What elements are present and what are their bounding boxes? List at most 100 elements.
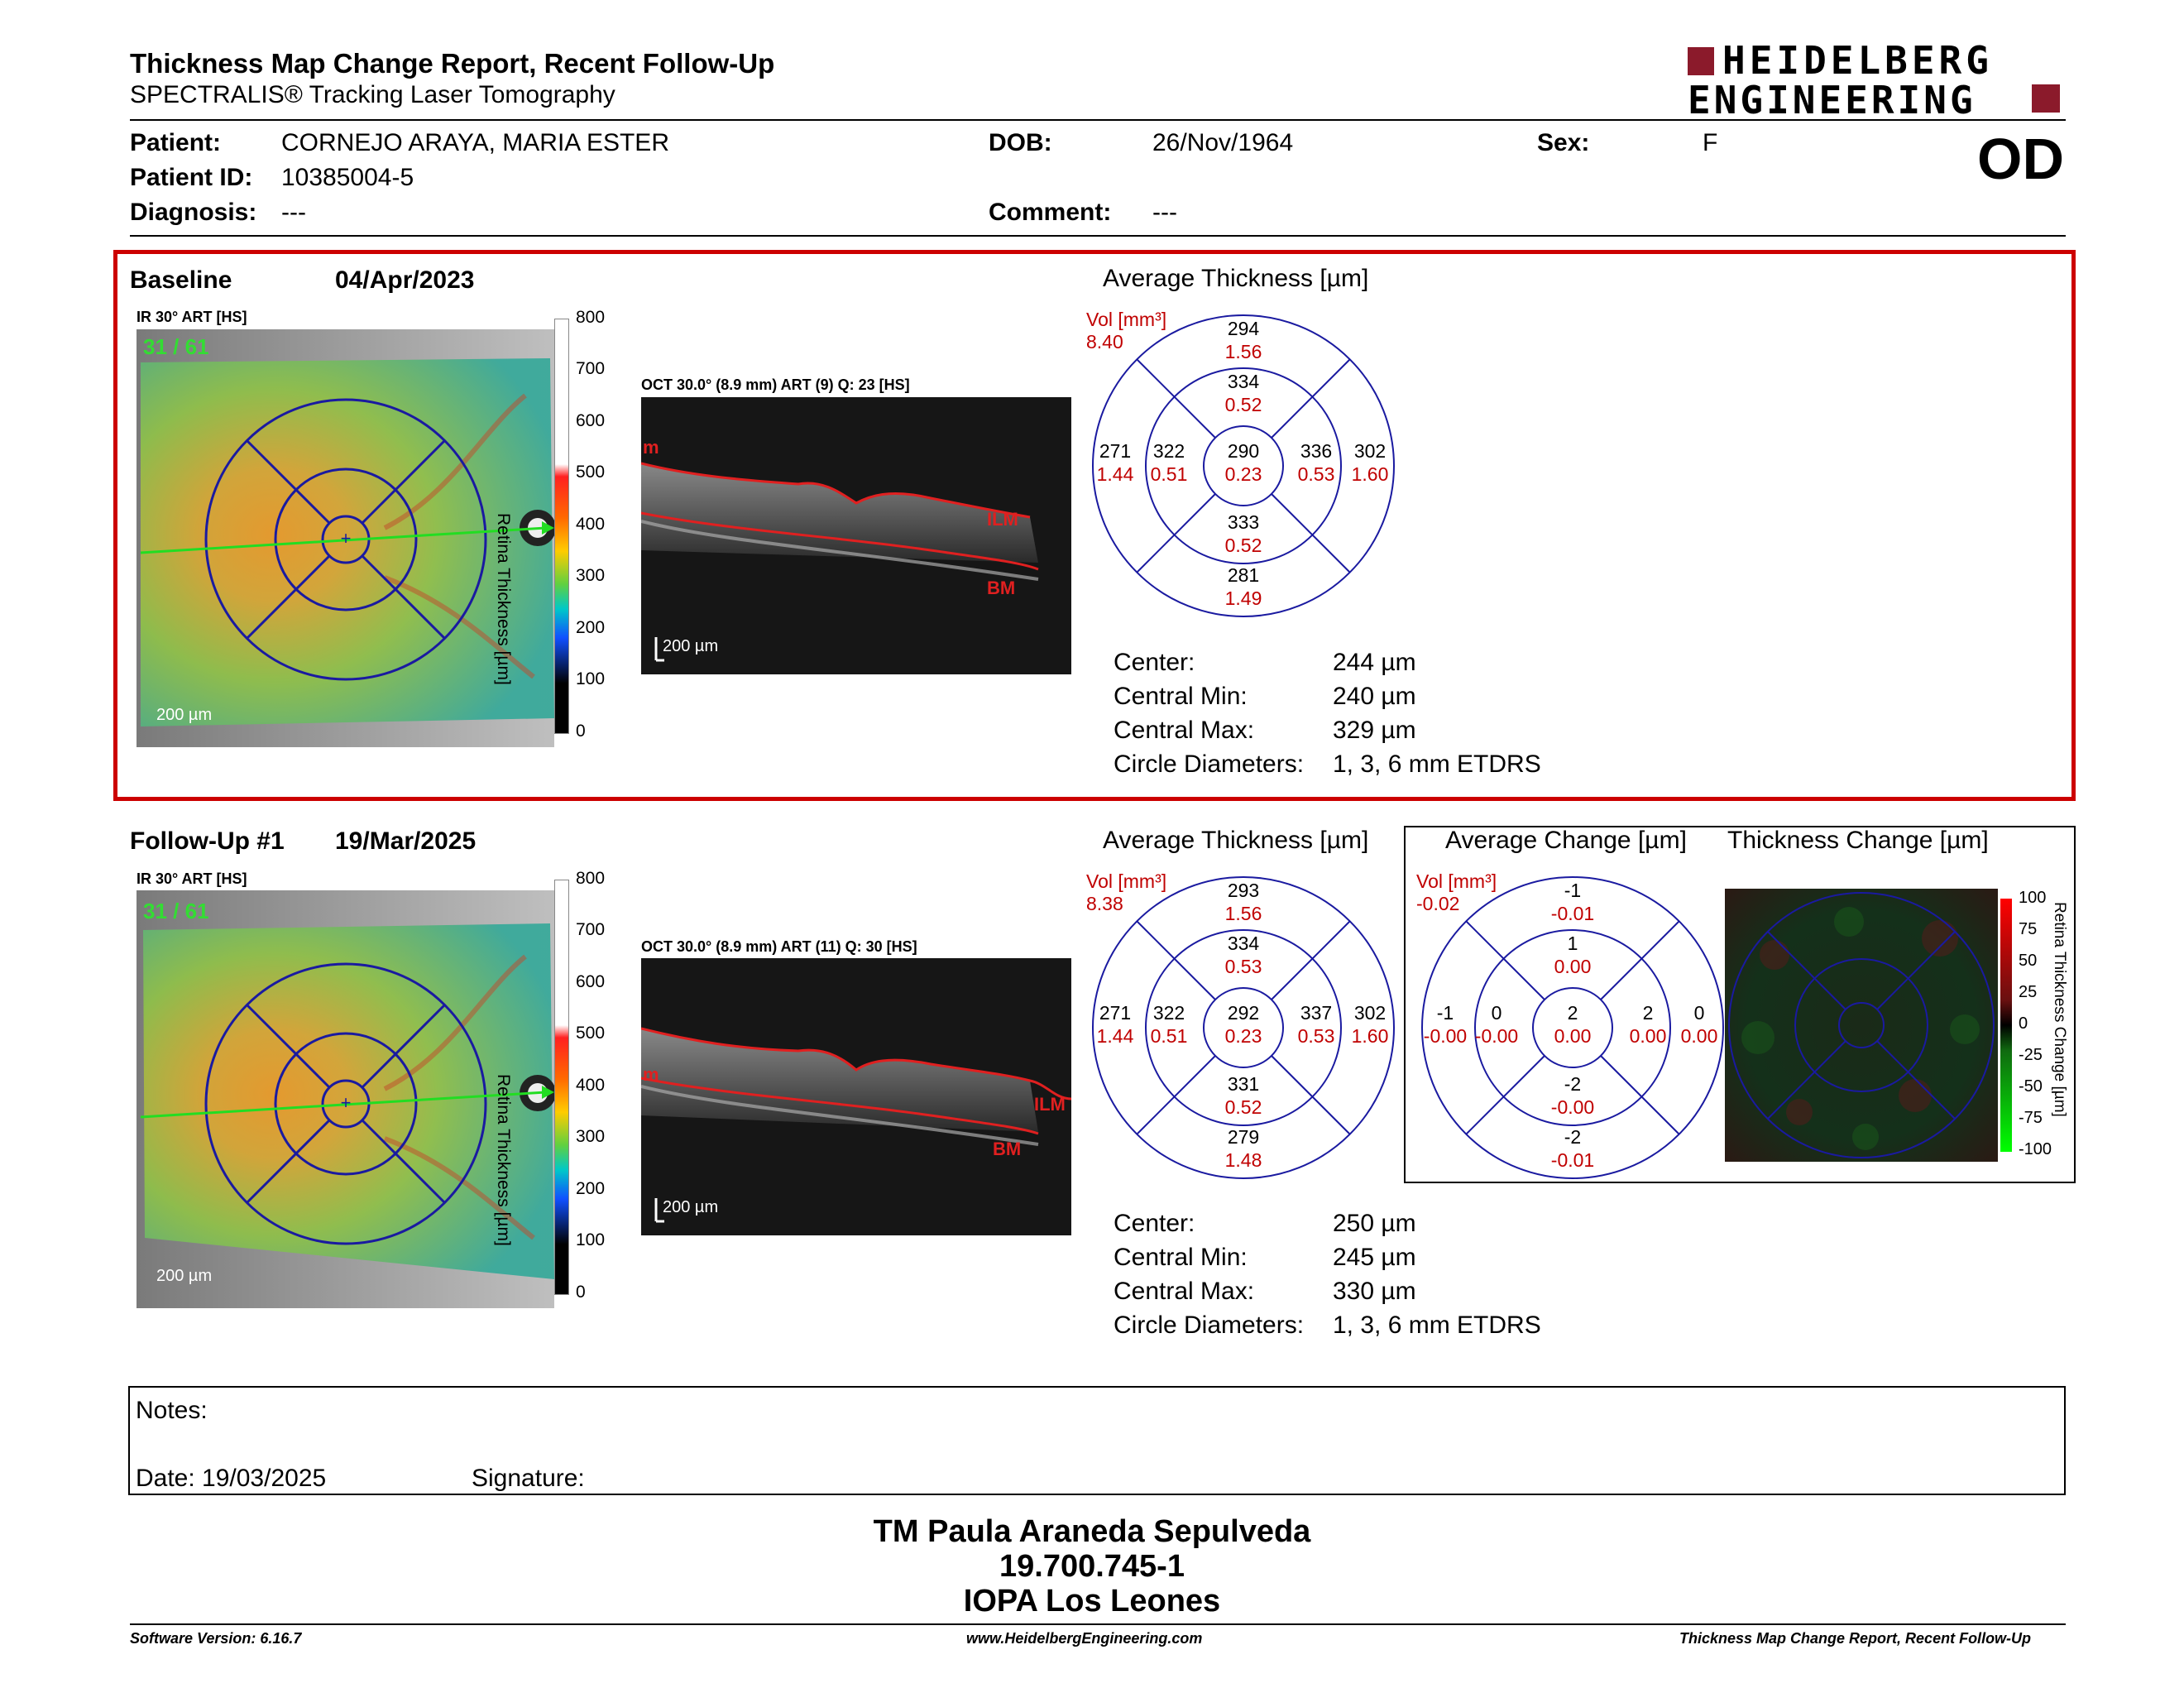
patient-label: Patient: [130,129,222,156]
followup-oct-image: m ILM BM 200 µm [641,958,1071,1235]
followup-grid-values: 293 1.56 334 0.53 271 1.44 322 0.51 292 … [1090,875,1396,1181]
cb-tick: 200 [576,1179,606,1198]
patient-id-label: Patient ID: [130,164,253,191]
nas-outer-volume: 1.60 [1351,1025,1389,1047]
change-etdrs-grid [1421,876,1724,1179]
nas-inner-thickness: 337 [1300,1002,1333,1024]
stat-label: Center: [1114,1210,1195,1237]
dob-value: 26/Nov/1964 [1152,129,1294,156]
website-link[interactable]: www.HeidelbergEngineering.com [966,1630,1203,1647]
signoff-name: TM Paula Araneda Sepulveda [873,1514,1311,1549]
temp-outer-vol-change: -0.00 [1423,1025,1468,1047]
cb-tick: 0 [576,722,586,741]
inf-inner-change: -2 [1564,1073,1582,1095]
inf-inner-vol-change: -0.00 [1550,1096,1595,1118]
nas-inner-thickness: 336 [1300,440,1333,462]
baseline-oct-ilm: ILM [987,509,1018,530]
temp-inner-change: 0 [1491,1002,1502,1024]
followup-colorbar-title: Retina Thickness [µm] [494,1074,513,1246]
cb-tick: -25 [2019,1046,2043,1064]
change-grid-values: -1 -0.01 1 0.00 -1 -0.00 0 -0.00 2 0.00 … [1420,875,1726,1181]
signoff-org: IOPA Los Leones [963,1584,1221,1618]
baseline-oct-bm: BM [987,578,1016,598]
cb-tick: 50 [2019,952,2038,970]
stat-value: 245 µm [1333,1244,1416,1271]
inf-inner-volume: 0.52 [1224,535,1262,556]
sup-outer-volume: 1.56 [1224,903,1262,924]
cb-tick: -50 [2019,1077,2043,1096]
followup-oct-label: OCT 30.0° (8.9 mm) ART (11) Q: 30 [HS] [641,938,917,955]
signoff-block: TM Paula Araneda Sepulveda 19.700.745-1 … [678,1514,1506,1618]
stat-label: Central Min: [1114,683,1248,710]
inf-outer-volume: 1.48 [1224,1149,1262,1171]
inf-outer-thickness: 279 [1227,1126,1260,1148]
svg-text:+: + [341,1092,352,1113]
patient-value: CORNEJO ARAYA, MARIA ESTER [281,129,669,156]
sex-value: F [1703,129,1718,156]
center-volume: 0.23 [1224,1025,1262,1047]
cb-tick: 600 [576,972,606,991]
cb-tick: 25 [2019,983,2038,1001]
sup-inner-vol-change: 0.00 [1554,956,1592,977]
followup-counter: 31 / 61 [143,899,209,923]
notes-box[interactable] [128,1386,2066,1495]
stat-label: Central Max: [1114,1278,1255,1305]
baseline-fundus-svg: + [136,329,554,747]
stat-value: 244 µm [1333,649,1416,676]
cb-tick: 100 [2019,889,2047,907]
baseline-avg-title: Average Thickness [µm] [1103,265,1369,292]
cb-tick: 400 [576,1076,606,1095]
temp-inner-thickness: 322 [1152,440,1185,462]
stat-value: 250 µm [1333,1210,1416,1237]
stat-label: Circle Diameters: [1114,750,1305,778]
nas-inner-volume: 0.53 [1297,1025,1335,1047]
inf-outer-volume: 1.49 [1224,587,1262,609]
followup-fundus-image: + 31 / 61 200 µm [136,890,554,1308]
change-title: Average Change [µm] [1445,827,1687,854]
baseline-oct-label: OCT 30.0° (8.9 mm) ART (9) Q: 23 [HS] [641,376,910,393]
followup-oct-svg [641,1027,1071,1223]
cb-tick: -100 [2019,1140,2052,1158]
baseline-ir-label: IR 30° ART [HS] [136,309,247,325]
baseline-vol-value: 8.40 [1086,331,1123,352]
followup-oct-scalebar: 200 µm [663,1198,719,1216]
thickness-change-map [1725,889,1998,1162]
cb-tick: 0 [2019,1014,2028,1033]
baseline-colorbar-title: Retina Thickness [µm] [494,513,513,685]
footer-report-name: Thickness Map Change Report, Recent Foll… [1679,1630,2032,1647]
center-thickness: 292 [1227,1002,1260,1024]
stat-label: Central Min: [1114,1244,1248,1271]
temp-outer-volume: 1.44 [1096,1025,1134,1047]
nas-outer-thickness: 302 [1353,440,1387,462]
inf-inner-thickness: 331 [1227,1073,1260,1095]
baseline-oct-m: m [643,437,659,458]
baseline-vol-label: Vol [mm³] [1086,309,1167,330]
nas-inner-vol-change: 0.00 [1629,1025,1667,1047]
temp-inner-volume: 0.51 [1150,463,1188,485]
comment-label: Comment: [989,199,1112,226]
change-panel [1404,826,2076,1183]
followup-fundus-scalebar: 200 µm [156,1267,213,1285]
sup-inner-thickness: 334 [1227,371,1260,392]
sup-inner-thickness: 334 [1227,933,1260,954]
cb-tick: 500 [576,463,606,482]
sup-outer-thickness: 294 [1227,318,1260,339]
baseline-counter: 31 / 61 [143,334,209,359]
stat-label: Center: [1114,649,1195,676]
notes-label: Notes: [136,1397,208,1424]
baseline-label: Baseline [130,266,232,294]
stat-value: 330 µm [1333,1278,1416,1305]
change-colorbar-title: Retina Thickness Change [µm] [2051,902,2068,1117]
sup-outer-thickness: 293 [1227,880,1260,901]
patient-rule [130,235,2066,237]
stat-label: Central Max: [1114,717,1255,744]
notes-date: Date: 19/03/2025 [136,1465,327,1492]
followup-date: 19/Mar/2025 [335,827,477,855]
cb-tick: 500 [576,1024,606,1043]
cb-tick: 700 [576,359,606,378]
temp-inner-thickness: 322 [1152,1002,1185,1024]
temp-outer-volume: 1.44 [1096,463,1134,485]
inf-outer-thickness: 281 [1227,564,1260,586]
diagnosis-value: --- [281,199,306,226]
followup-fundus-svg: + [136,890,554,1308]
